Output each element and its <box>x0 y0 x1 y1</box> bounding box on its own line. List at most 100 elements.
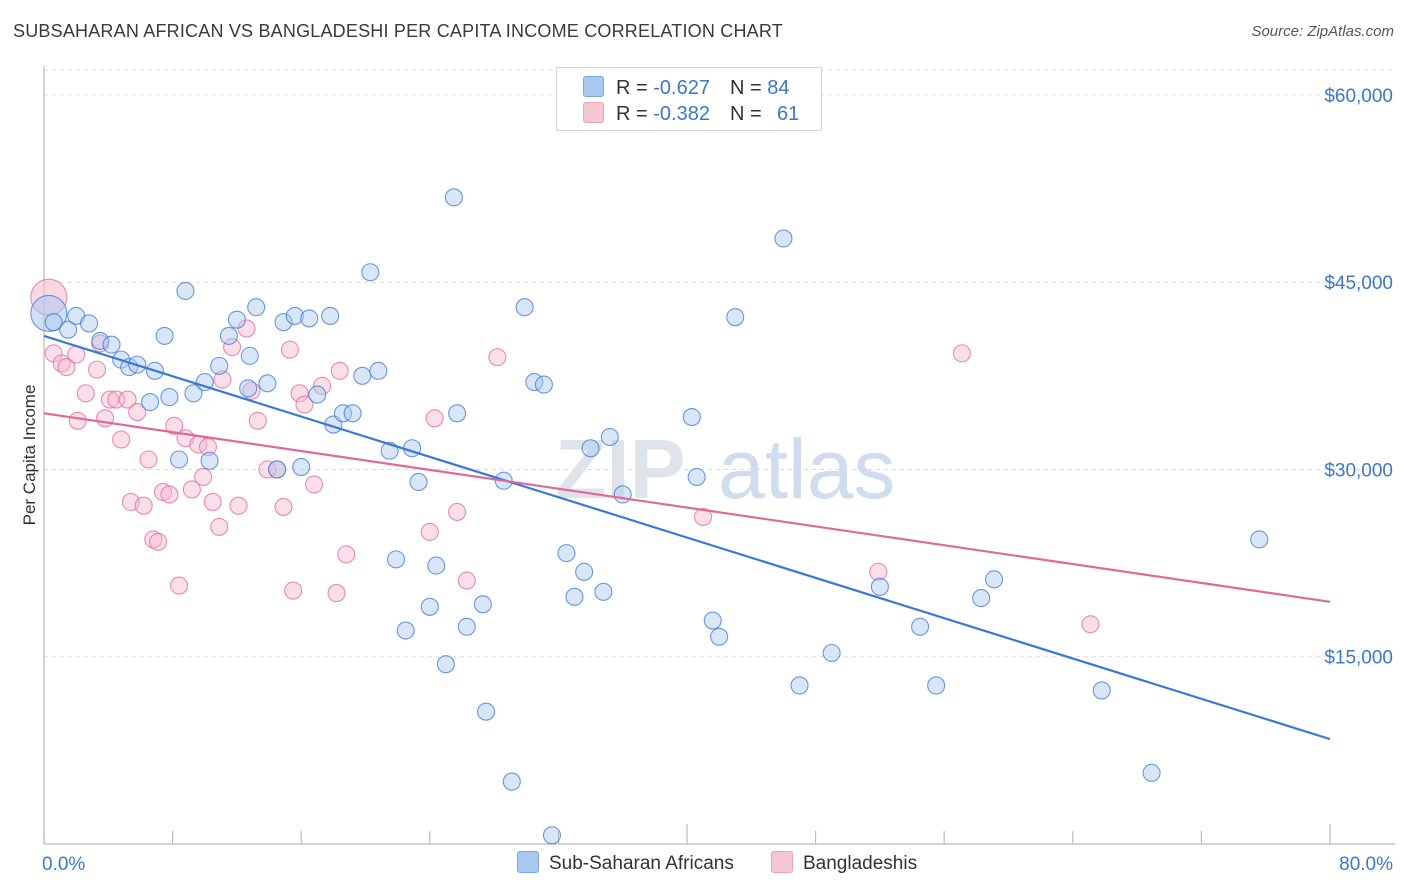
legend-r-value: -0.627 <box>653 77 710 99</box>
data-point-sub-saharan <box>239 379 258 398</box>
data-point-sub-saharan <box>911 617 930 636</box>
data-point-sub-saharan <box>613 485 632 504</box>
data-point-sub-saharan <box>557 544 576 563</box>
y-tick-label: $45,000 <box>1324 273 1393 294</box>
data-point-sub-saharan <box>258 374 277 393</box>
data-point-sub-saharan <box>321 306 340 325</box>
data-point-bangladeshi <box>112 430 131 449</box>
data-point-sub-saharan <box>386 550 406 569</box>
legend-n-label: N = <box>729 77 768 99</box>
y-tick-label: $30,000 <box>1324 460 1393 481</box>
data-point-sub-saharan <box>790 676 809 695</box>
chart-title: SUBSAHARAN AFRICAN VS BANGLADESHI PER CA… <box>13 21 783 41</box>
data-point-sub-saharan <box>292 457 311 477</box>
data-point-sub-saharan <box>575 562 594 581</box>
data-point-sub-saharan <box>343 404 362 423</box>
data-point-bangladeshi <box>213 370 232 389</box>
data-point-bangladeshi <box>96 409 115 428</box>
data-point-sub-saharan <box>200 451 219 470</box>
y-tick-label: $15,000 <box>1324 648 1393 669</box>
data-point-sub-saharan <box>473 595 492 614</box>
data-point-sub-saharan <box>984 570 1004 589</box>
data-point-sub-saharan <box>184 384 203 403</box>
data-point-bangladeshi <box>295 395 314 414</box>
bottom-legend-bangladeshi[interactable]: Bangladeshis <box>771 851 917 875</box>
data-point-sub-saharan <box>710 627 729 646</box>
data-point-sub-saharan <box>927 676 946 695</box>
data-point-bangladeshi <box>330 361 349 380</box>
data-point-bangladeshi <box>248 411 267 430</box>
data-point-bangladeshi <box>194 467 213 487</box>
data-point-sub-saharan <box>361 263 380 282</box>
y-tick-label: $60,000 <box>1324 86 1393 107</box>
data-point-bangladeshi <box>488 348 507 367</box>
data-point-sub-saharan <box>726 308 745 327</box>
data-point-sub-saharan <box>141 393 160 412</box>
data-point-sub-saharan <box>274 313 293 332</box>
data-point-sub-saharan <box>219 326 238 345</box>
data-point-bangladeshi <box>210 517 229 536</box>
legend-n-value: 84 <box>767 77 790 99</box>
axes <box>43 66 1395 845</box>
data-point-sub-saharan <box>285 306 304 325</box>
data-point-bangladeshi <box>337 545 356 564</box>
legend-n-value: 61 <box>776 103 800 125</box>
data-point-bangladeshi <box>160 485 179 504</box>
x-tick-label: 80.0% <box>1339 854 1393 875</box>
data-point-sub-saharan <box>565 587 584 606</box>
data-point-bangladeshi <box>76 384 95 403</box>
legend-row-bangladeshi: R = -0.382 N = 61 <box>583 102 799 126</box>
x-tick-label: 0.0% <box>42 854 85 875</box>
data-point-sub-saharan <box>600 427 619 447</box>
data-point-bangladeshi <box>305 475 324 494</box>
legend-r-value: -0.382 <box>653 103 710 125</box>
data-point-sub-saharan <box>160 388 179 407</box>
data-point-bangladeshi <box>128 403 147 422</box>
data-point-bangladeshi <box>118 390 137 409</box>
data-point-bangladeshi <box>313 376 332 395</box>
data-point-sub-saharan <box>457 617 476 636</box>
data-point-sub-saharan <box>594 582 613 601</box>
data-point-bangladeshi <box>425 409 444 428</box>
bottom-legend-label-bangladeshi: Bangladeshis <box>803 853 918 874</box>
series-bangladeshis-points <box>30 278 1100 634</box>
data-point-sub-saharan <box>1250 530 1269 549</box>
data-point-bangladeshi <box>68 411 87 430</box>
bottom-legend-sub-saharan[interactable]: Sub-Saharan Africans <box>517 851 734 875</box>
x-tick-labels: 0.0% 80.0% <box>42 854 1393 875</box>
data-point-sub-saharan <box>44 313 63 332</box>
data-point-bangladeshi <box>242 381 261 400</box>
legend-r-label: R = <box>616 103 654 125</box>
data-point-sub-saharan <box>972 589 991 608</box>
data-point-sub-saharan <box>477 702 496 721</box>
data-point-sub-saharan <box>822 643 841 663</box>
data-point-bangladeshi <box>274 497 293 516</box>
data-point-sub-saharan <box>300 309 319 328</box>
data-point-sub-saharan <box>444 188 463 207</box>
data-point-sub-saharan <box>687 467 706 487</box>
data-point-sub-saharan <box>169 450 189 469</box>
data-point-sub-saharan <box>420 597 439 616</box>
data-point-sub-saharan <box>502 772 521 791</box>
data-point-bangladeshi <box>952 344 971 363</box>
data-point-bangladeshi <box>694 507 713 526</box>
data-point-sub-saharan <box>1142 763 1161 782</box>
data-point-bangladeshi <box>284 581 303 600</box>
legend-swatch-bangladeshi <box>583 102 604 123</box>
bottom-legend-swatch-sub-saharan <box>517 851 539 873</box>
data-point-sub-saharan <box>195 373 214 392</box>
data-point-bangladeshi <box>57 358 76 377</box>
bottom-legend-label-sub-saharan: Sub-Saharan Africans <box>549 853 734 874</box>
legend-swatch-sub-saharan <box>583 76 604 97</box>
legend-n-label: N = <box>729 103 768 125</box>
watermark-zip: ZIP <box>555 422 686 516</box>
data-point-bangladeshi <box>229 496 248 515</box>
data-point-bangladeshi <box>223 338 242 357</box>
data-point-sub-saharan <box>247 298 266 317</box>
data-point-sub-saharan <box>227 310 246 329</box>
data-point-bangladeshi <box>149 532 168 551</box>
data-point-bangladeshi <box>169 576 189 595</box>
data-point-bangladeshi <box>139 450 158 469</box>
data-point-bangladeshi <box>87 360 107 379</box>
data-point-bangladeshi <box>165 416 184 435</box>
